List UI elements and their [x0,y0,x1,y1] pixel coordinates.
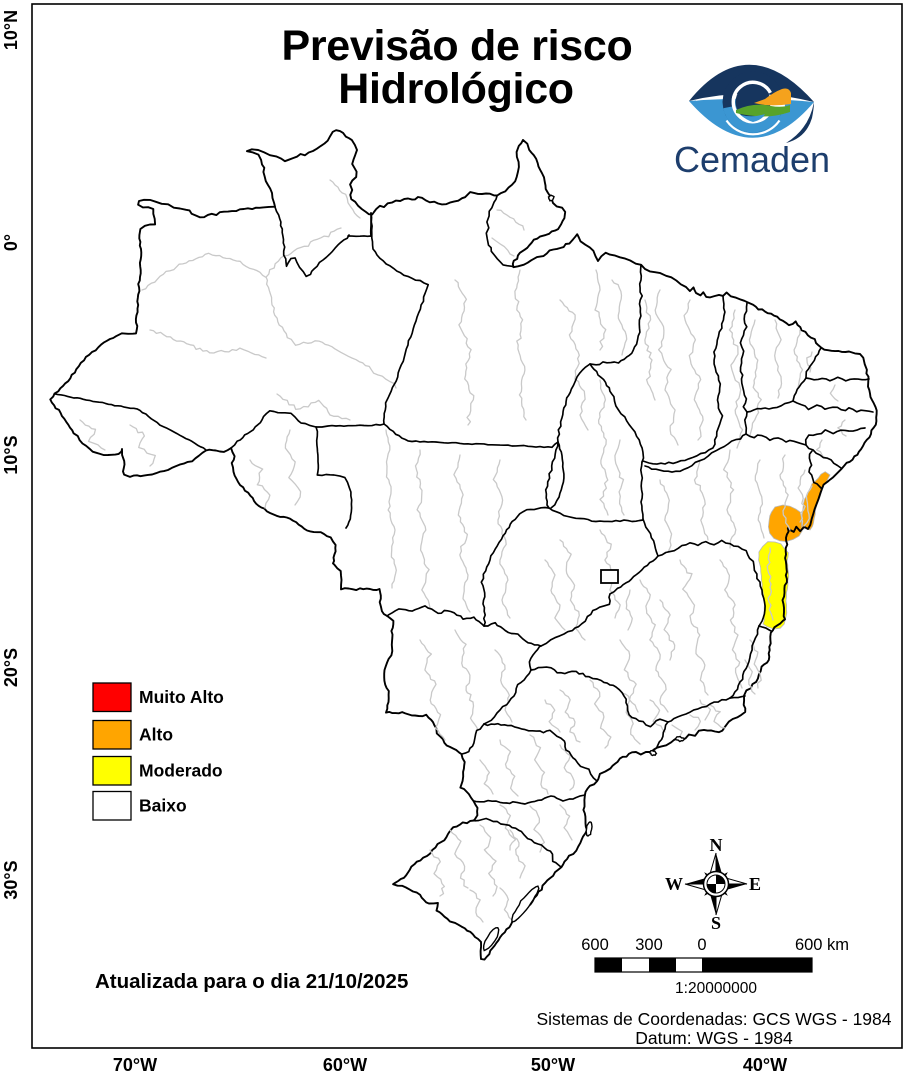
svg-text:0°: 0° [1,234,21,251]
svg-text:Baixo: Baixo [139,796,187,816]
svg-text:20°S: 20°S [1,648,21,687]
svg-text:Atualizada para o dia 21/10/20: Atualizada para o dia 21/10/2025 [95,970,408,993]
svg-text:Sistemas de Coordenadas: GCS W: Sistemas de Coordenadas: GCS WGS - 1984 [536,1009,891,1029]
svg-text:30°S: 30°S [1,860,21,899]
svg-text:0: 0 [697,936,706,954]
svg-text:Datum: WGS - 1984: Datum: WGS - 1984 [635,1028,793,1048]
svg-text:Moderado: Moderado [139,761,223,781]
svg-text:Hidrológico: Hidrológico [338,65,574,113]
svg-text:50°W: 50°W [531,1055,575,1075]
svg-text:10°S: 10°S [1,435,21,474]
svg-text:600 km: 600 km [795,936,849,954]
svg-text:E: E [749,874,761,894]
svg-text:70°W: 70°W [113,1055,157,1075]
svg-text:60°W: 60°W [323,1055,367,1075]
svg-text:300: 300 [635,936,663,954]
svg-text:1:20000000: 1:20000000 [675,980,757,997]
svg-text:Cemaden: Cemaden [674,139,830,180]
svg-text:S: S [711,913,721,933]
svg-text:600: 600 [581,936,609,954]
svg-text:10°N: 10°N [1,10,21,50]
svg-text:W: W [665,874,683,894]
svg-text:Previsão de risco: Previsão de risco [281,22,632,70]
svg-text:Alto: Alto [139,725,173,745]
svg-text:N: N [710,835,723,855]
svg-text:Muito Alto: Muito Alto [139,687,224,707]
svg-text:40°W: 40°W [743,1055,787,1075]
